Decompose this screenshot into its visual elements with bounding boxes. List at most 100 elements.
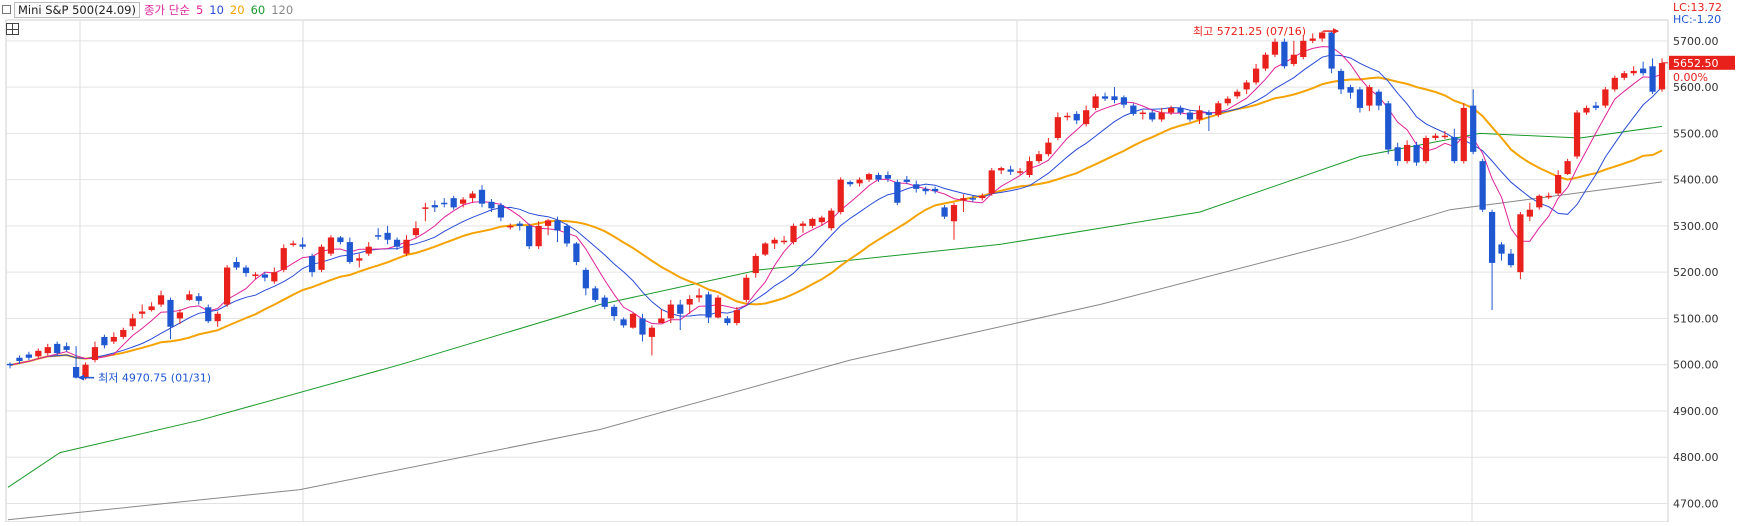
candle-body [1470,105,1477,152]
y-tick-label: 5600.00 [1673,81,1719,94]
candle-body [809,218,816,226]
candle-body [261,274,268,278]
candle-body [1215,103,1222,115]
candle-body [1271,41,1279,55]
candle-body [1488,212,1496,263]
low-arrowhead [78,374,85,381]
ma20-label: 20 [229,2,245,17]
candle-body [1205,112,1212,115]
candle-body [91,347,99,361]
candle-body [375,235,382,237]
y-tick-label: 5400.00 [1673,174,1719,187]
candle-body [1630,70,1637,74]
current-price-badge [1669,55,1735,70]
candle-body [903,179,910,182]
candle-body [290,243,297,245]
candle-body [950,205,958,222]
candle-body [497,205,504,218]
candle-body [148,306,155,311]
y-tick-label: 5500.00 [1673,127,1719,140]
candle-body [1356,89,1364,108]
candle-body [129,318,136,327]
candle-body [998,168,1005,171]
candle-body [120,329,127,337]
y-tick-label: 4900.00 [1673,405,1719,418]
candle-body [837,179,844,213]
candle-body [1045,142,1052,155]
candle-body [1234,91,1241,97]
y-tick-label: 5200.00 [1673,266,1719,279]
candle-body [16,357,23,361]
candle-body [157,295,165,305]
candle-body [969,198,976,200]
candle-body [1517,214,1524,273]
ma120-label: 120 [271,2,294,17]
grid-icon[interactable] [6,23,19,35]
candle-body [1007,169,1014,172]
candle-body [139,311,146,314]
candle-body [658,318,665,324]
y-tick-label: 5000.00 [1673,359,1719,372]
candle-body [346,242,353,262]
candle-body [1602,89,1609,106]
high-arrowhead [1333,28,1340,35]
candle-body [412,228,420,236]
candle-body [979,195,986,199]
candle-body [988,170,995,194]
candle-body [233,261,240,268]
candle-body [1413,144,1420,163]
candle-body [743,277,750,300]
candle-body [1394,147,1401,162]
candle-body [63,346,70,350]
candle-body [1186,112,1194,120]
candle-body [1092,96,1099,108]
candle-body [554,220,561,231]
candle-body [1366,87,1373,106]
candle-body [1168,107,1175,113]
candle-body [733,310,740,324]
candle-body [677,304,684,314]
candle-body [1460,107,1467,162]
candle-body [696,295,703,298]
candle-body [913,184,920,189]
candle-body [35,350,42,357]
candle-body [1300,40,1307,58]
ma-type-label: 종가 단순 [143,2,190,17]
candle-body [110,336,117,342]
candle-body [865,174,873,180]
candle-body [318,246,325,270]
candle-body [431,205,438,208]
candle-body [337,237,344,243]
candle-body [771,239,778,244]
high-annotation: 최고 5721.25 (07/16) [1193,25,1306,38]
candle-body [1196,110,1203,120]
legend-toggle-icon[interactable] [2,5,11,14]
candle-body [393,239,401,247]
change-pct-label: 0.00% [1673,71,1708,84]
candle-body [1592,105,1600,108]
chart-legend: Mini S&P 500(24.09) 종가 단순 5 10 20 60 120 [2,1,299,18]
candle-body [403,239,410,254]
instrument-title[interactable]: Mini S&P 500(24.09) [14,1,140,18]
candle-body [1432,135,1439,138]
candle-body [960,198,967,201]
candle-body [818,217,825,223]
y-tick-label: 5300.00 [1673,220,1719,233]
candle-body [25,354,32,358]
candle-body [790,225,797,243]
candle-body [441,202,448,205]
candle-body [356,258,363,261]
candle-body [1026,161,1033,175]
candle-body [563,225,571,244]
candle-body [327,237,335,254]
candle-body [1649,66,1656,92]
candle-body [516,223,523,226]
candle-body [1224,98,1231,104]
current-price-label: 5652.50 [1673,57,1719,70]
candle-body [72,367,80,378]
candle-body [1281,41,1288,67]
candle-body [1385,103,1392,150]
candle-body [629,313,637,328]
candle-body [1101,96,1109,99]
